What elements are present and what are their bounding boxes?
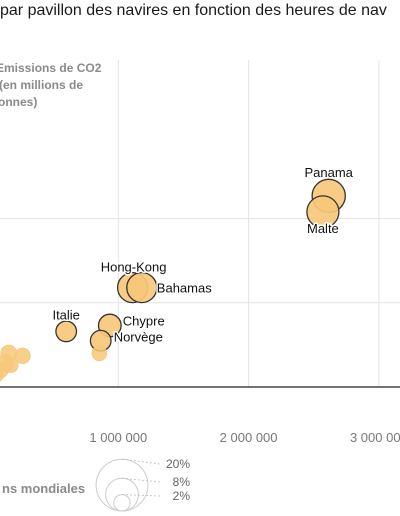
legend-circle [95,458,149,512]
point-label-chypre: Chypre [123,314,165,329]
legend-title: ns mondiales [2,481,85,496]
bubble-layer [0,178,346,382]
bubble-bahamas [126,271,158,304]
bubble [91,345,108,362]
x-tick-label: 2 000 000 [220,430,278,445]
bubble [0,368,4,382]
y-axis-label-line: Emissions de CO2 [0,61,102,75]
legend-leader [121,477,161,483]
bubble-italie [55,320,78,343]
point-label-norvège: Norvège [114,330,163,345]
y-axis-label-line: (en millions de [0,78,83,92]
point-label-italie: Italie [52,307,79,322]
legend-value: 2% [173,489,191,503]
point-label-panama: Panama [304,165,353,180]
bubble-malte [306,195,340,229]
x-tick-label: 1 000 000 [89,430,147,445]
x-axis: 1 000 000 2 000 000 3 000 000 [0,386,400,445]
point-label-malte: Malte [307,221,339,236]
point-label-bahamas: Bahamas [157,281,212,296]
size-legend: ns mondiales 20% 8%2% [2,457,191,512]
x-tick-label: 3 000 000 [350,430,400,445]
point-labels: Panama Malte Hong-Kong Bahamas Italie ChypreN… [51,163,355,346]
legend-value: 8% [173,475,191,489]
legend-leader [121,494,161,497]
legend-value: 20% [166,457,190,471]
legend-leader [121,458,161,465]
legend-circle [113,494,131,512]
y-axis-label-line: tonnes) [0,95,37,109]
point-label-hong-kong: Hong-Kong [101,260,167,275]
y-axis-label: Emissions de CO2 (en millions de tonnes) [0,61,102,109]
bubble [14,347,31,364]
chart-title: par pavillon des navires en fonction des… [0,2,387,19]
